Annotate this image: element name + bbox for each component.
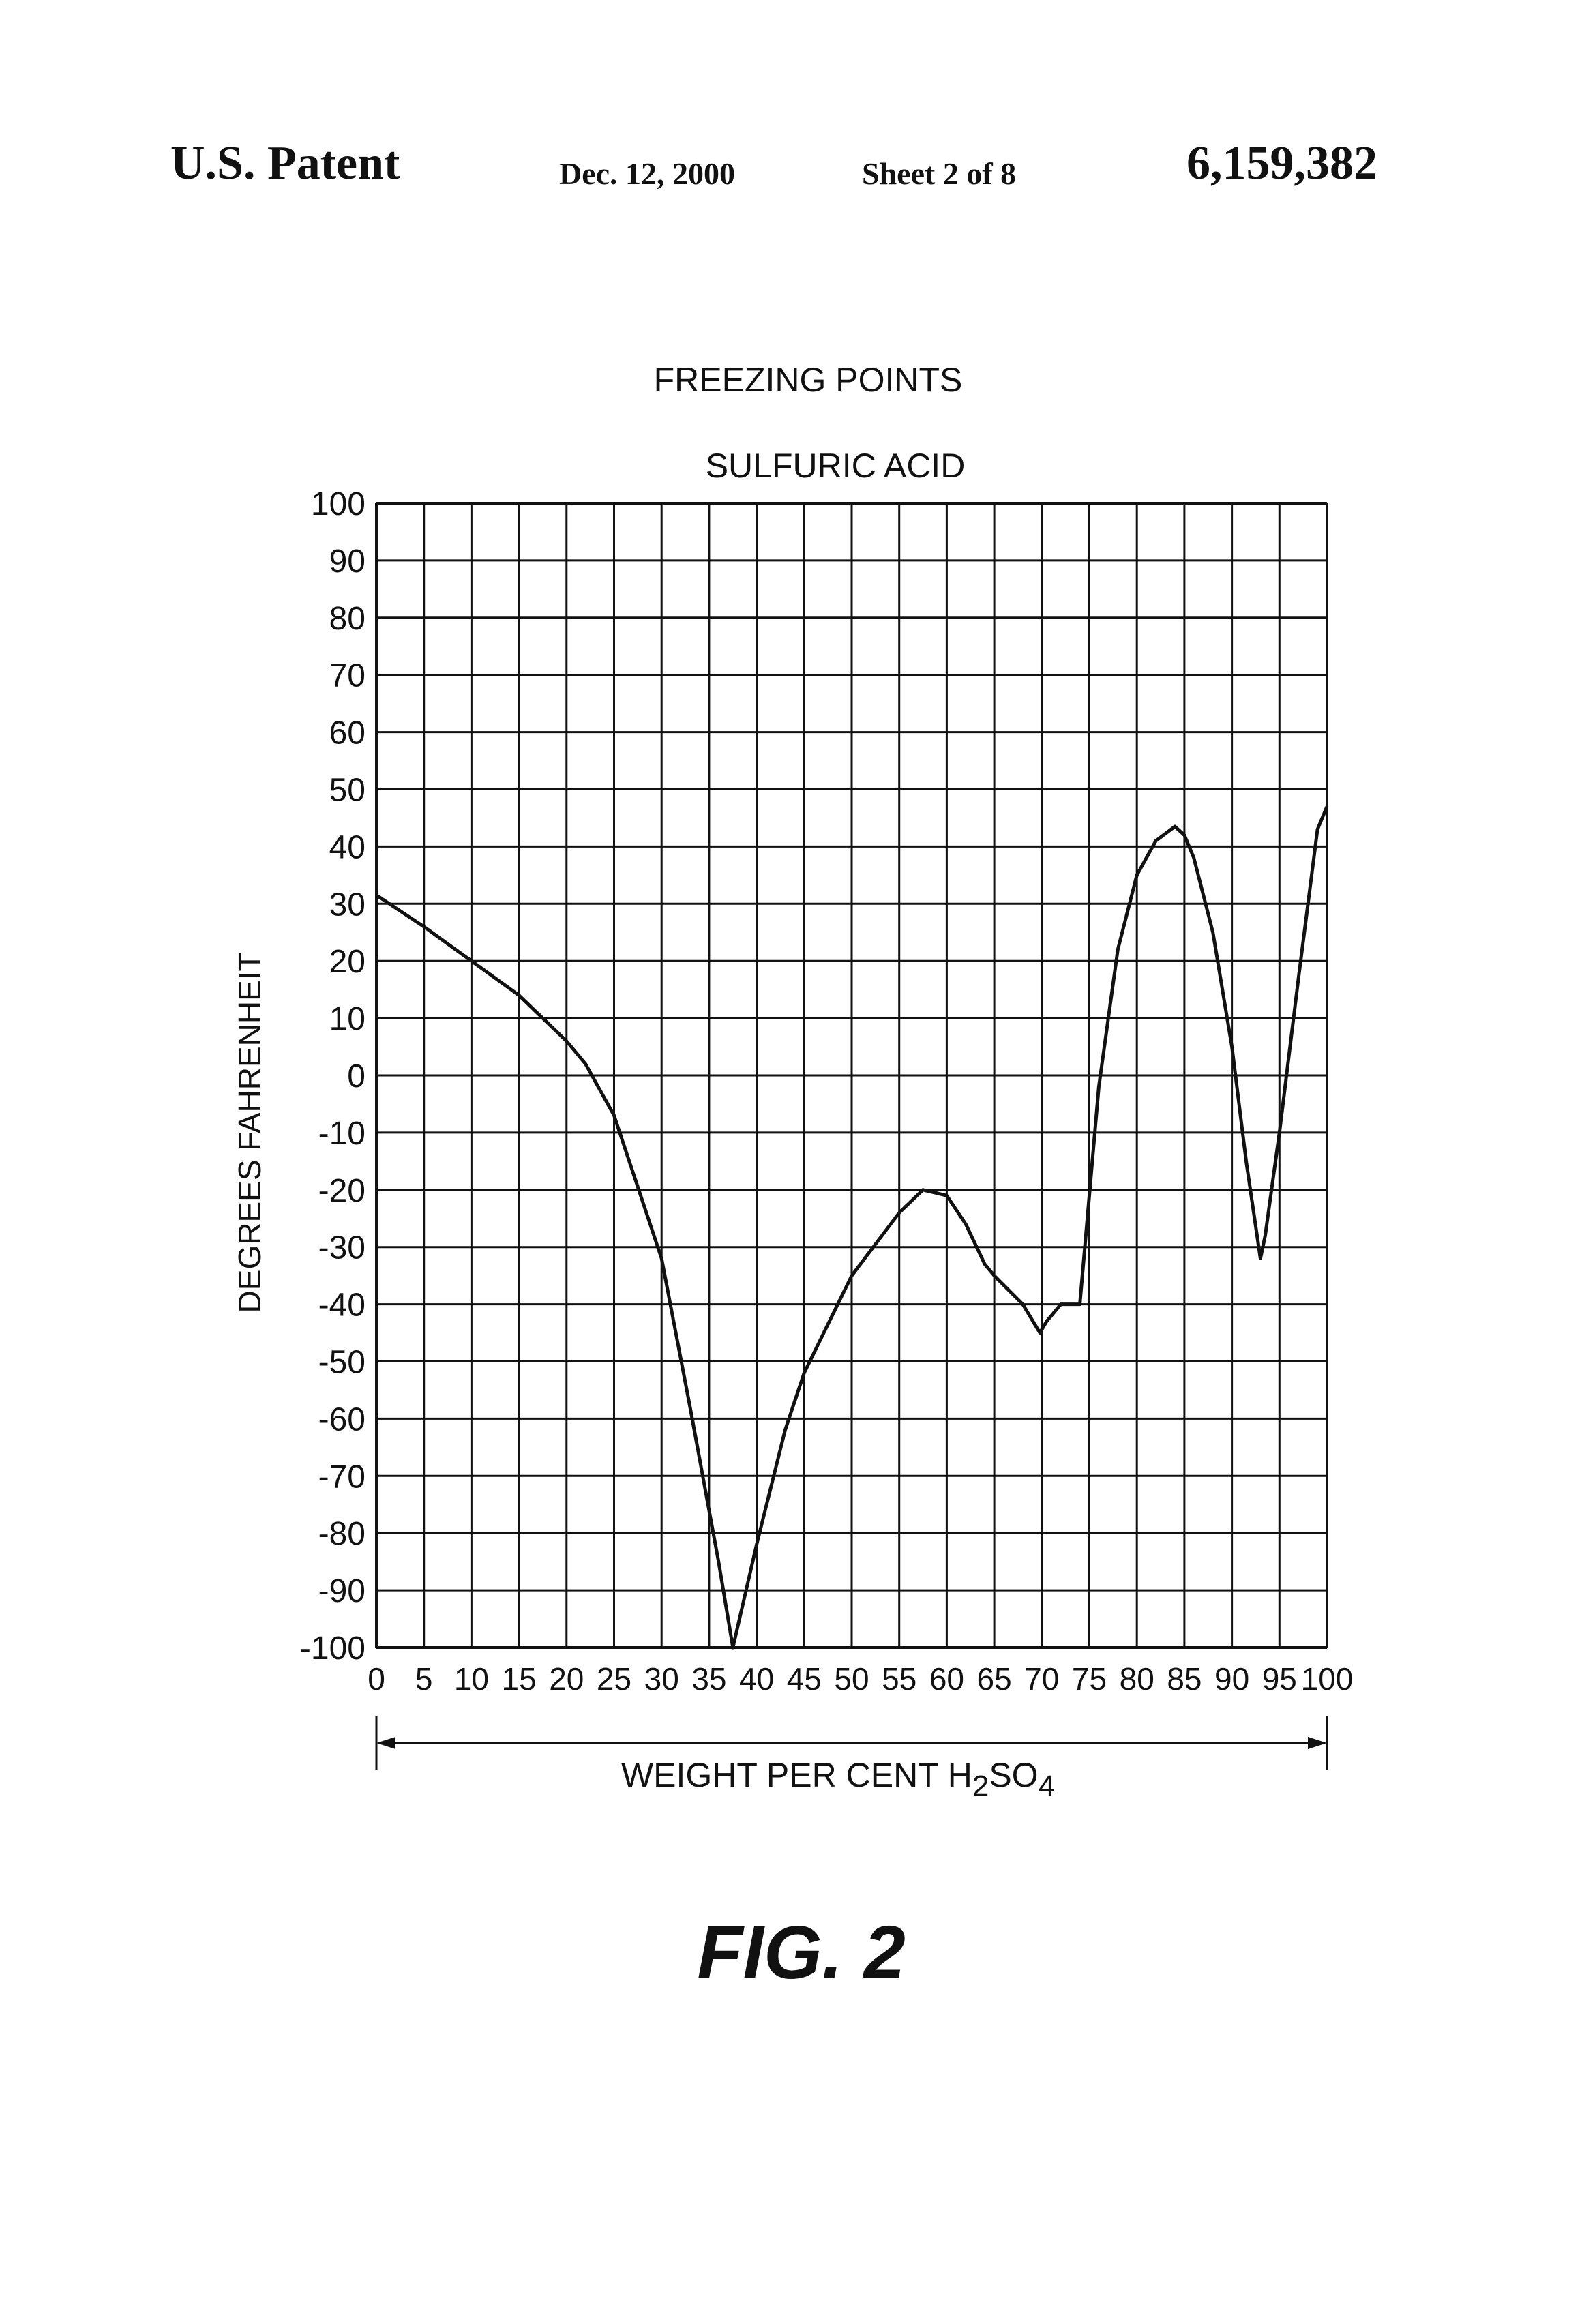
y-tick-label: -80 <box>318 1516 365 1552</box>
x-tick-label: 90 <box>1214 1661 1249 1697</box>
x-tick-label: 55 <box>882 1661 916 1697</box>
y-tick-label: -20 <box>318 1173 365 1209</box>
y-tick-label: 60 <box>329 715 365 751</box>
x-tick-label: 10 <box>454 1661 489 1697</box>
y-tick-label: -60 <box>318 1401 365 1437</box>
x-tick-label: 80 <box>1120 1661 1154 1697</box>
y-tick-label: 80 <box>329 601 365 637</box>
y-tick-label: -90 <box>318 1573 365 1609</box>
y-tick-label: -50 <box>318 1345 365 1381</box>
x-tick-label: 15 <box>502 1661 537 1697</box>
y-tick-labels: 1009080706050403020100-10-20-30-40-50-60… <box>300 486 365 1667</box>
y-tick-label: -10 <box>318 1116 365 1152</box>
chart-grid <box>376 503 1327 1648</box>
y-tick-label: 90 <box>329 543 365 580</box>
x-tick-label: 70 <box>1024 1661 1059 1697</box>
y-tick-label: -40 <box>318 1287 365 1324</box>
x-tick-label: 95 <box>1262 1661 1297 1697</box>
y-tick-label: -100 <box>300 1630 365 1667</box>
x-tick-label: 0 <box>368 1661 385 1697</box>
x-tick-label: 20 <box>549 1661 584 1697</box>
x-axis-label: WEIGHT PER CENT H2SO4 <box>621 1756 1055 1803</box>
y-tick-label: 10 <box>329 1001 365 1037</box>
y-tick-label: -70 <box>318 1459 365 1495</box>
x-tick-label: 45 <box>787 1661 822 1697</box>
x-tick-label: 75 <box>1072 1661 1107 1697</box>
figure-label: FIG. 2 <box>0 1909 1582 1996</box>
x-tick-label: 35 <box>691 1661 726 1697</box>
arrow-left-head <box>376 1737 395 1749</box>
y-tick-label: 70 <box>329 658 365 694</box>
x-tick-labels: 05 10 15 20 25 30 35 40 45 50 55 60 65 70 75 80 85 90 9510… <box>368 1661 1353 1697</box>
x-tick-label: 25 <box>597 1661 631 1697</box>
y-tick-label: 30 <box>329 887 365 923</box>
y-tick-label: 20 <box>329 944 365 980</box>
y-tick-label: 40 <box>329 829 365 865</box>
x-tick-label: 5 <box>415 1661 433 1697</box>
x-tick-label: 40 <box>739 1661 774 1697</box>
x-tick-label: 50 <box>834 1661 869 1697</box>
y-tick-label: 0 <box>347 1058 365 1094</box>
y-tick-label: 50 <box>329 773 365 809</box>
y-tick-label: -30 <box>318 1230 365 1266</box>
y-axis-label: DEGREES FAHRENHEIT <box>232 952 267 1313</box>
arrow-right-head <box>1308 1737 1327 1749</box>
x-tick-label: 100 <box>1301 1661 1354 1697</box>
y-tick-label: 100 <box>311 486 365 522</box>
x-tick-label: 85 <box>1167 1661 1202 1697</box>
x-tick-label: 30 <box>644 1661 679 1697</box>
x-tick-label: 60 <box>929 1661 964 1697</box>
x-tick-label: 65 <box>977 1661 1012 1697</box>
